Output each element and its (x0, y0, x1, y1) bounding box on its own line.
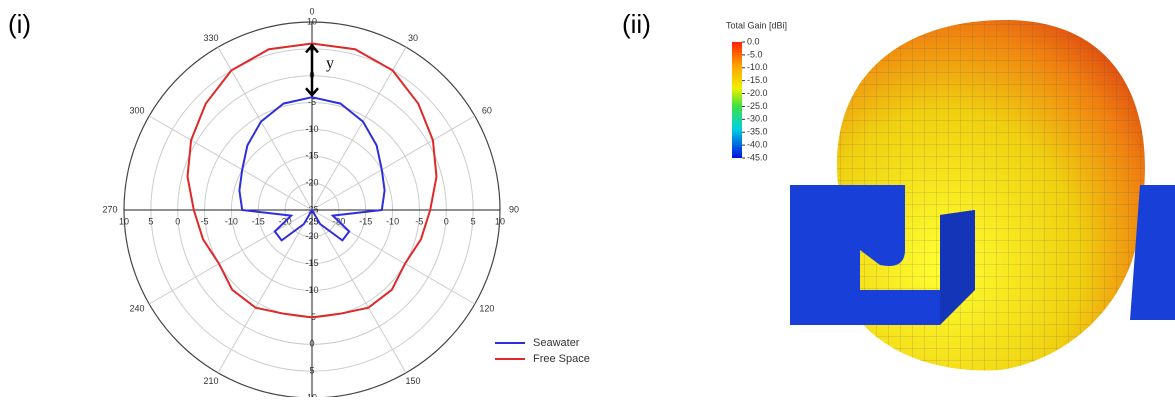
polar-plot: 1010101055550000-5-5-5-5-10-10-10-10-15-… (102, 6, 589, 397)
colorbar-tick-label: -5.0 (747, 49, 763, 59)
theta-tick-label: 330 (203, 33, 218, 43)
r-tick-label: 5 (148, 216, 153, 226)
colorbar-tick-label: -45.0 (747, 152, 768, 162)
colorbar-gradient (732, 42, 742, 158)
r-tick-label: -10 (386, 216, 399, 226)
colorbar-tick-label: -15.0 (747, 75, 768, 85)
colorbar-tick-label: -10.0 (747, 62, 768, 72)
theta-tick-label: 150 (405, 376, 420, 386)
r-tick-label: -5 (201, 216, 209, 226)
r-tick-label: -15 (252, 216, 265, 226)
figure: (i) (ii) 1010101055550000-5-5-5-5-10-10-… (0, 0, 1175, 397)
theta-tick-label: 120 (479, 303, 494, 313)
colorbar-tick-label: -30.0 (747, 114, 768, 124)
spoke (149, 116, 312, 210)
theta-tick-label: 270 (102, 204, 117, 214)
annotation: y (326, 55, 334, 72)
r-tick-label: 0 (175, 216, 180, 226)
spoke (218, 210, 312, 373)
theta-tick-label: 0 (309, 6, 314, 16)
colorbar-tick-label: 0.0 (747, 36, 760, 46)
legend-label: Free Space (533, 353, 590, 365)
theta-tick-label: 90 (509, 204, 519, 214)
theta-tick-label: 240 (130, 303, 145, 313)
legend-label: Seawater (533, 337, 580, 349)
colorbar: Total Gain [dBi] 0.0 -5.0 -10.0 -15.0 -20.0 -2… (726, 20, 787, 162)
theta-tick-label: 300 (130, 105, 145, 115)
colorbar-tick-label: -35.0 (747, 127, 768, 137)
spoke (218, 47, 312, 210)
panel-label: (ii) (622, 9, 651, 39)
r-tick-label: -10 (225, 216, 238, 226)
panel-label: (i) (8, 9, 31, 39)
radiation-pattern-3d (790, 20, 1175, 371)
theta-tick-label: 60 (482, 105, 492, 115)
colorbar-tick-label: -40.0 (747, 139, 768, 149)
r-tick-label: 5 (471, 216, 476, 226)
r-tick-label: 10 (119, 216, 129, 226)
theta-tick-label: 210 (203, 376, 218, 386)
r-tick-label: 0 (444, 216, 449, 226)
r-tick-label: -5 (415, 216, 423, 226)
colorbar-tick-label: -25.0 (747, 101, 768, 111)
theta-tick-label: 30 (408, 33, 418, 43)
r-tick-label: 10 (495, 216, 505, 226)
spoke (312, 210, 406, 373)
colorbar-title: Total Gain [dBi] (726, 20, 787, 30)
colorbar-tick-label: -20.0 (747, 88, 768, 98)
spoke (312, 116, 475, 210)
r-tick-label: -15 (359, 216, 372, 226)
annotation-arrow (306, 45, 318, 95)
